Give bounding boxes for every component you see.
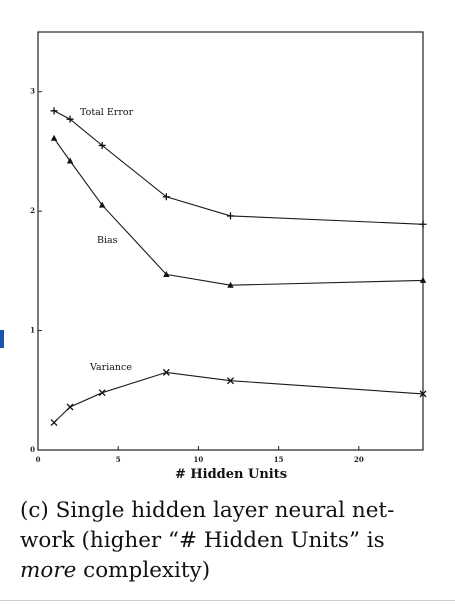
bias-variance-chart: 0 5 10 15 20 0 1 2 3 Total Error Bias Variance # H… [30, 31, 427, 482]
variance-point-1 [50, 419, 58, 426]
figure-caption: (c) Single hidden layer neural net- work… [20, 496, 440, 586]
series-labels: Total Error Bias Variance [80, 107, 134, 373]
total-error-point-12 [227, 212, 234, 220]
caption-line-2: work (higher “# Hidden Units” is [20, 528, 385, 553]
bias-point-24 [419, 276, 427, 283]
y-tick-label-0: 0 [30, 445, 35, 454]
y-tick-label-1: 1 [30, 326, 35, 335]
variance-point-8 [162, 368, 170, 376]
bias-point-4 [98, 201, 106, 208]
total-error-label: Total Error [80, 107, 134, 118]
variance-point-2 [66, 403, 74, 411]
x-axis-label: # Hidden Units [175, 467, 287, 482]
series-layer [50, 107, 427, 426]
bias-point-8 [163, 270, 170, 277]
caption-suffix: complexity) [76, 558, 211, 583]
bias-line [53, 137, 424, 286]
total-error-point-1 [50, 107, 58, 115]
total-error-point-24 [419, 220, 427, 228]
variance-point-4 [98, 389, 106, 397]
x-tick-label-15: 15 [274, 455, 284, 464]
bias-point-12 [227, 281, 234, 288]
bias-point-2 [66, 157, 74, 164]
x-tick-label-20: 20 [354, 455, 364, 464]
caption-line-3: more complexity) [20, 556, 440, 586]
variance-point-24 [419, 390, 427, 398]
caption-line-1: (c) Single hidden layer neural net- [20, 498, 395, 523]
total-error-point-2 [66, 115, 74, 123]
y-tick-label-3: 3 [30, 87, 35, 96]
plot-frame [37, 31, 424, 451]
total-error-point-4 [98, 141, 106, 149]
x-tick-label-10: 10 [194, 455, 204, 464]
bottom-rule [0, 600, 455, 601]
y-tick-label-2: 2 [30, 206, 35, 215]
bias-point-1 [50, 134, 58, 141]
x-tick-label-0: 0 [36, 455, 41, 464]
total-error-point-8 [162, 193, 170, 201]
variance-line [53, 371, 424, 423]
edge-marker [0, 330, 4, 348]
variance-point-12 [227, 377, 234, 385]
total-error-line [53, 110, 424, 225]
axis-ticks: 0 5 10 15 20 0 1 2 3 [30, 87, 364, 464]
variance-label: Variance [89, 362, 132, 373]
caption-emphasis: more [20, 558, 77, 583]
bias-label: Bias [97, 235, 118, 246]
x-tick-label-5: 5 [116, 455, 121, 464]
